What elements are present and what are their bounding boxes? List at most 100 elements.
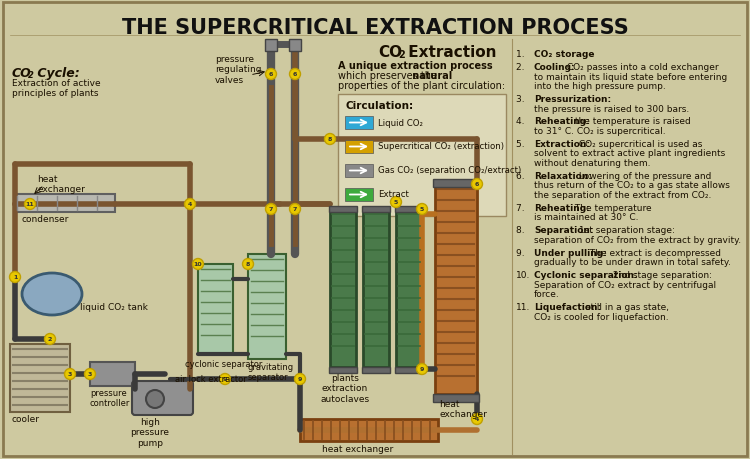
Bar bbox=[330, 210, 356, 367]
Bar bbox=[90, 362, 135, 386]
Bar bbox=[300, 419, 438, 441]
Text: Relaxation:: Relaxation: bbox=[534, 172, 592, 180]
Text: without denaturing them.: without denaturing them. bbox=[534, 159, 650, 168]
Text: Separation of CO₂ extract by centrifugal: Separation of CO₂ extract by centrifugal bbox=[534, 280, 716, 289]
Text: 11: 11 bbox=[26, 202, 34, 207]
Text: gravitating
separator: gravitating separator bbox=[248, 362, 294, 381]
Bar bbox=[338, 95, 506, 217]
Circle shape bbox=[391, 197, 401, 208]
Text: 1.: 1. bbox=[516, 50, 530, 59]
Text: Extraction: Extraction bbox=[403, 45, 496, 60]
Bar bbox=[345, 165, 373, 178]
Bar bbox=[395, 367, 423, 373]
Circle shape bbox=[44, 334, 56, 345]
Bar bbox=[345, 189, 373, 202]
Text: 11.: 11. bbox=[516, 303, 530, 312]
Text: 3: 3 bbox=[68, 372, 72, 377]
Circle shape bbox=[184, 199, 196, 210]
FancyBboxPatch shape bbox=[132, 381, 193, 415]
Circle shape bbox=[242, 259, 254, 270]
Text: 1st separation stage:: 1st separation stage: bbox=[576, 226, 675, 235]
Text: Cooling:: Cooling: bbox=[534, 63, 576, 72]
Text: solvent to extract active plant ingredients: solvent to extract active plant ingredie… bbox=[534, 149, 725, 158]
Circle shape bbox=[290, 204, 301, 215]
Text: thus return of the CO₂ to a gas state allows: thus return of the CO₂ to a gas state al… bbox=[534, 181, 730, 190]
Text: 4: 4 bbox=[475, 417, 479, 421]
Text: 10.: 10. bbox=[516, 271, 530, 280]
Ellipse shape bbox=[22, 274, 82, 315]
Text: force.: force. bbox=[534, 290, 560, 299]
Circle shape bbox=[472, 414, 482, 425]
Text: principles of plants: principles of plants bbox=[12, 89, 98, 98]
Text: separation of CO₂ from the extract by gravity.: separation of CO₂ from the extract by gr… bbox=[534, 235, 741, 245]
Text: Extract: Extract bbox=[378, 190, 409, 199]
Bar bbox=[435, 185, 477, 394]
Circle shape bbox=[266, 204, 277, 215]
Text: 10: 10 bbox=[194, 262, 202, 267]
Bar bbox=[329, 207, 357, 213]
Text: properties of the plant circulation:: properties of the plant circulation: bbox=[338, 81, 506, 91]
Bar bbox=[345, 141, 373, 154]
Circle shape bbox=[193, 259, 203, 270]
Text: gradually to be under drawn in total safety.: gradually to be under drawn in total saf… bbox=[534, 258, 730, 267]
Text: plants
extraction
autoclaves: plants extraction autoclaves bbox=[320, 373, 370, 403]
Text: Reheating:: Reheating: bbox=[534, 203, 590, 213]
Text: 3: 3 bbox=[88, 372, 92, 377]
Text: CO: CO bbox=[378, 45, 402, 60]
Text: still in a gas state,: still in a gas state, bbox=[584, 303, 670, 312]
Text: The extract is decompressed: The extract is decompressed bbox=[587, 248, 722, 257]
Text: to maintain its liquid state before entering: to maintain its liquid state before ente… bbox=[534, 73, 728, 81]
Bar bbox=[345, 117, 373, 130]
Text: 6.: 6. bbox=[516, 172, 530, 180]
Text: CO₂ storage: CO₂ storage bbox=[534, 50, 595, 59]
Text: heat
exchanger: heat exchanger bbox=[439, 399, 487, 419]
Text: 4.: 4. bbox=[516, 117, 530, 126]
Text: THE SUPERCRITICAL EXTRACTION PROCESS: THE SUPERCRITICAL EXTRACTION PROCESS bbox=[122, 18, 628, 38]
Text: which preserves the: which preserves the bbox=[338, 71, 440, 81]
Text: 5.: 5. bbox=[516, 140, 530, 149]
Text: the pressure is raised to 300 bars.: the pressure is raised to 300 bars. bbox=[534, 104, 689, 113]
Text: 6: 6 bbox=[292, 73, 297, 77]
Text: 9: 9 bbox=[298, 377, 302, 382]
Text: natural: natural bbox=[338, 71, 452, 81]
Text: 7: 7 bbox=[292, 207, 297, 212]
Text: 9: 9 bbox=[420, 367, 424, 372]
Text: Gas CO₂ (separation CO₂/extract): Gas CO₂ (separation CO₂/extract) bbox=[378, 166, 521, 175]
Text: heat exchanger: heat exchanger bbox=[322, 444, 394, 453]
Text: high
pressure
pump: high pressure pump bbox=[130, 417, 170, 447]
Text: 2nd stage separation:: 2nd stage separation: bbox=[610, 271, 712, 280]
Circle shape bbox=[25, 199, 35, 210]
Circle shape bbox=[295, 374, 305, 385]
Text: 7: 7 bbox=[268, 207, 273, 212]
Text: 2: 2 bbox=[398, 50, 405, 60]
Bar bbox=[362, 367, 390, 373]
Circle shape bbox=[416, 364, 428, 375]
Text: the temperature is raised: the temperature is raised bbox=[572, 117, 691, 126]
Bar bbox=[289, 40, 301, 52]
Text: pressure
controller: pressure controller bbox=[90, 388, 130, 408]
Text: air lock extractor: air lock extractor bbox=[175, 374, 247, 383]
Circle shape bbox=[472, 179, 482, 190]
Text: CO₂ supercritical is used as: CO₂ supercritical is used as bbox=[576, 140, 702, 149]
Circle shape bbox=[290, 69, 301, 80]
Text: 3.: 3. bbox=[516, 95, 530, 104]
Bar bbox=[329, 367, 357, 373]
Bar bbox=[248, 254, 286, 359]
Text: CO₂ passes into a cold exchanger: CO₂ passes into a cold exchanger bbox=[565, 63, 719, 72]
Text: Liquefaction:: Liquefaction: bbox=[534, 303, 602, 312]
Text: Cyclonic separation:: Cyclonic separation: bbox=[534, 271, 638, 280]
Circle shape bbox=[64, 369, 76, 380]
Text: Extraction of active: Extraction of active bbox=[12, 79, 100, 88]
Circle shape bbox=[416, 204, 428, 215]
Bar bbox=[363, 210, 389, 367]
Text: 4: 4 bbox=[188, 202, 192, 207]
Circle shape bbox=[220, 374, 230, 385]
Text: 8.: 8. bbox=[516, 226, 530, 235]
Circle shape bbox=[10, 272, 20, 283]
Text: 2.: 2. bbox=[516, 63, 530, 72]
Text: 5: 5 bbox=[394, 200, 398, 205]
Text: liquid CO₂ tank: liquid CO₂ tank bbox=[80, 302, 148, 311]
Text: Supercritical CO₂ (extraction): Supercritical CO₂ (extraction) bbox=[378, 142, 504, 151]
Text: the separation of the extract from CO₂.: the separation of the extract from CO₂. bbox=[534, 190, 711, 200]
Text: 6: 6 bbox=[475, 182, 479, 187]
